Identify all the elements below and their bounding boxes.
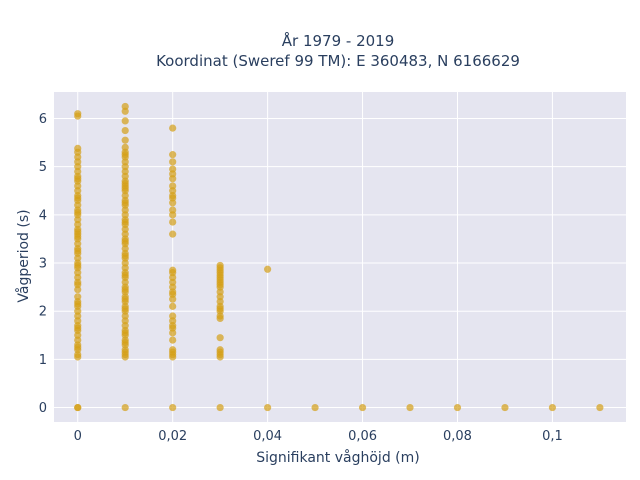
data-point bbox=[74, 403, 82, 412]
data-point bbox=[311, 403, 319, 412]
data-point bbox=[74, 208, 82, 217]
y-axis-label: Vågperiod (s) bbox=[15, 209, 32, 302]
y-tick-label: 1 bbox=[39, 353, 47, 368]
data-point bbox=[169, 165, 177, 173]
data-point bbox=[216, 305, 224, 313]
data-point bbox=[74, 324, 82, 332]
data-point bbox=[169, 230, 177, 238]
data-point bbox=[169, 218, 177, 226]
y-tick-label: 2 bbox=[39, 305, 47, 320]
y-tick-label: 0 bbox=[39, 401, 47, 416]
data-point bbox=[121, 199, 129, 207]
data-point bbox=[121, 117, 129, 125]
data-point bbox=[169, 312, 177, 320]
data-point bbox=[74, 247, 82, 255]
y-tick-label: 5 bbox=[39, 160, 47, 175]
x-tick-label: 0,06 bbox=[348, 429, 377, 444]
data-point bbox=[406, 403, 414, 412]
data-point bbox=[216, 334, 224, 342]
chart-title-line1: År 1979 - 2019 bbox=[282, 31, 395, 50]
data-point bbox=[169, 336, 177, 344]
x-tick-labels: 0 0,02 0,04 0,06 0,08 0,1 bbox=[74, 429, 563, 444]
data-point bbox=[74, 343, 82, 351]
data-point bbox=[74, 300, 82, 308]
data-point bbox=[121, 329, 129, 337]
data-point bbox=[74, 194, 82, 202]
data-point bbox=[121, 338, 129, 347]
data-point bbox=[121, 237, 129, 245]
data-point bbox=[501, 403, 509, 412]
data-point bbox=[121, 151, 129, 159]
x-tick-label: 0 bbox=[74, 429, 82, 444]
data-point bbox=[74, 293, 82, 301]
y-tick-labels: 0 1 2 3 4 5 6 bbox=[39, 112, 47, 416]
data-point bbox=[358, 403, 367, 412]
x-axis-label: Signifikant våghöjd (m) bbox=[256, 449, 419, 466]
y-tick-label: 3 bbox=[39, 257, 47, 272]
data-point bbox=[548, 403, 557, 412]
data-point bbox=[74, 232, 82, 241]
data-point bbox=[216, 403, 224, 412]
data-point bbox=[74, 261, 82, 270]
data-point bbox=[121, 252, 129, 260]
data-point bbox=[169, 288, 177, 296]
data-point bbox=[121, 403, 129, 412]
data-point bbox=[74, 175, 82, 183]
data-point bbox=[169, 182, 177, 190]
data-point bbox=[169, 403, 177, 412]
data-point bbox=[169, 302, 177, 310]
data-point bbox=[169, 206, 177, 214]
data-point bbox=[453, 403, 462, 412]
plot-area bbox=[54, 92, 626, 422]
data-points bbox=[74, 102, 604, 412]
data-point bbox=[121, 179, 129, 188]
data-point bbox=[74, 144, 82, 152]
data-point bbox=[216, 261, 224, 270]
data-point bbox=[169, 124, 177, 132]
data-point bbox=[121, 136, 129, 144]
data-point bbox=[169, 191, 177, 200]
data-point bbox=[121, 102, 129, 111]
data-point bbox=[121, 305, 129, 313]
data-point bbox=[264, 265, 272, 273]
data-point bbox=[169, 346, 177, 354]
y-gridlines bbox=[54, 117, 626, 409]
x-tick-label: 0,02 bbox=[158, 429, 187, 444]
data-point bbox=[121, 143, 129, 152]
data-point bbox=[264, 403, 272, 412]
data-point bbox=[121, 218, 129, 226]
x-tick-label: 0,08 bbox=[443, 429, 472, 444]
data-point bbox=[169, 199, 177, 207]
data-point bbox=[169, 158, 177, 166]
chart-title-line2: Koordinat (Sweref 99 TM): E 360483, N 61… bbox=[156, 52, 520, 70]
data-point bbox=[121, 295, 129, 303]
data-point bbox=[121, 271, 129, 279]
data-point bbox=[216, 348, 224, 356]
data-point bbox=[121, 285, 129, 294]
data-point bbox=[169, 324, 177, 332]
data-point bbox=[169, 266, 177, 274]
data-point bbox=[121, 348, 129, 356]
y-tick-label: 6 bbox=[39, 112, 47, 127]
data-point bbox=[74, 278, 82, 286]
y-tick-label: 4 bbox=[39, 208, 47, 223]
data-point bbox=[74, 110, 82, 118]
data-point bbox=[216, 276, 224, 284]
data-point bbox=[121, 126, 129, 135]
data-point bbox=[596, 403, 604, 412]
x-tick-label: 0,04 bbox=[253, 429, 282, 444]
data-point bbox=[169, 151, 177, 159]
x-tick-label: 0,1 bbox=[542, 429, 563, 444]
